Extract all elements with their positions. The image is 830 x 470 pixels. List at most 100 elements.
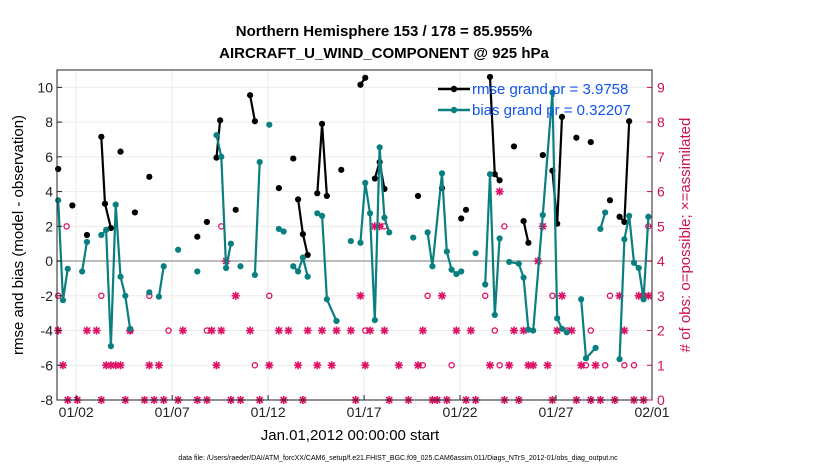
y-tick-label-0: -8 bbox=[41, 392, 54, 408]
rmse-point-1 bbox=[69, 202, 76, 209]
bias-point-37 bbox=[362, 179, 369, 186]
bias-point-19 bbox=[222, 264, 230, 272]
bias-point-31 bbox=[314, 210, 321, 217]
bias-point-26 bbox=[280, 228, 287, 235]
obs-possible-marker-0 bbox=[63, 223, 70, 230]
rmse-point-40 bbox=[539, 152, 546, 159]
obs-assimilated-marker-46 bbox=[366, 326, 375, 335]
bias-point-32 bbox=[318, 212, 326, 219]
bias-point-27 bbox=[290, 263, 297, 270]
bias-point-45 bbox=[429, 263, 436, 270]
bias-point-56 bbox=[506, 258, 513, 266]
bias-point-30 bbox=[304, 273, 311, 280]
bias-point-9 bbox=[117, 273, 124, 280]
plot-frame bbox=[56, 69, 653, 401]
y-right-tick-label-0: 0 bbox=[657, 392, 665, 408]
obs-possible-marker-16 bbox=[491, 327, 499, 334]
bias-point-38 bbox=[366, 210, 374, 217]
rmse-point-3 bbox=[98, 133, 105, 140]
y-right-tick-label-6: 6 bbox=[657, 184, 665, 200]
bias-point-53 bbox=[486, 171, 494, 178]
bias-point-58 bbox=[520, 274, 527, 281]
bias-point-46 bbox=[438, 170, 446, 177]
x-tick-label-3: 01/17 bbox=[347, 404, 382, 420]
chart-title-line-1: Northern Hemisphere 153 / 178 = 85.955% bbox=[236, 23, 532, 40]
obs-possible-marker-19 bbox=[549, 292, 556, 300]
bias-point-51 bbox=[472, 250, 479, 257]
bias-point-39 bbox=[371, 317, 378, 324]
bias-point-47 bbox=[443, 248, 450, 255]
rmse-point-11 bbox=[213, 154, 220, 161]
y-tick-label-6: 4 bbox=[45, 184, 53, 200]
y-tick-label-2: -4 bbox=[41, 323, 54, 339]
y-right-tick-label-3: 3 bbox=[657, 288, 665, 304]
y-axis-right-label: # of obs: o=possible; ×=assimilated bbox=[677, 118, 694, 353]
obs-assimilated-marker-64 bbox=[495, 187, 504, 196]
bias-point-22 bbox=[251, 271, 258, 279]
bias-point-74 bbox=[630, 259, 638, 266]
obs-possible-marker-17 bbox=[501, 223, 508, 230]
obs-assimilated-marker-42 bbox=[346, 326, 355, 335]
obs-assimilated-marker-71 bbox=[529, 361, 538, 370]
rmse-point-18 bbox=[294, 196, 302, 203]
obs-assimilated-marker-39 bbox=[318, 326, 327, 335]
obs-assimilated-marker-38 bbox=[313, 361, 322, 370]
obs-assimilated-marker-22 bbox=[207, 326, 216, 335]
bias-line-segment-7 bbox=[292, 253, 309, 277]
y-tick-label-3: -2 bbox=[41, 288, 54, 304]
rmse-point-2 bbox=[83, 231, 91, 239]
bias-point-11 bbox=[127, 325, 134, 332]
obs-assimilated-marker-66 bbox=[505, 361, 514, 370]
x-axis-label: Jan.01,2012 00:00:00 start bbox=[261, 427, 440, 444]
x-tick-label-1: 01/07 bbox=[155, 404, 190, 420]
bias-point-42 bbox=[386, 229, 393, 236]
bias-point-59 bbox=[525, 326, 532, 333]
rmse-point-27 bbox=[371, 175, 378, 182]
legend-rmse-marker bbox=[450, 85, 458, 93]
bias-point-0 bbox=[55, 197, 62, 204]
bias-point-68 bbox=[592, 344, 599, 351]
obs-assimilated-marker-88 bbox=[634, 291, 643, 300]
obs-assimilated-marker-41 bbox=[332, 326, 341, 335]
bias-line-segment-1 bbox=[81, 241, 88, 272]
obs-assimilated-marker-63 bbox=[486, 361, 495, 370]
bias-point-16 bbox=[194, 268, 201, 275]
bias-point-61 bbox=[539, 211, 546, 219]
bias-point-18 bbox=[218, 153, 225, 160]
bias-point-64 bbox=[558, 325, 566, 332]
bias-point-76 bbox=[640, 296, 647, 303]
obs-possible-marker-8 bbox=[266, 292, 273, 300]
bias-point-65 bbox=[563, 329, 570, 336]
bias-line-segment-11 bbox=[484, 174, 501, 315]
bias-point-10 bbox=[122, 292, 129, 299]
rmse-point-9 bbox=[194, 233, 201, 240]
obs-assimilated-marker-53 bbox=[414, 361, 423, 370]
bias-point-2 bbox=[64, 265, 71, 272]
obs-possible-marker-25 bbox=[621, 362, 628, 369]
bias-point-6 bbox=[103, 226, 110, 233]
bias-point-40 bbox=[376, 144, 383, 151]
rmse-point-38 bbox=[520, 218, 527, 225]
obs-possible-marker-24 bbox=[606, 292, 614, 300]
rmse-point-20 bbox=[304, 251, 311, 259]
bias-point-69 bbox=[597, 225, 604, 233]
obs-assimilated-marker-82 bbox=[591, 361, 600, 370]
obs-assimilated-marker-80 bbox=[577, 361, 586, 370]
rmse-point-16 bbox=[275, 185, 282, 192]
rmse-line-segment-8 bbox=[522, 220, 530, 244]
rmse-point-33 bbox=[462, 206, 470, 213]
data-file-footnote: data file: /Users/raeder/DAI/ATM_forcXX/… bbox=[178, 455, 618, 462]
bias-point-7 bbox=[107, 343, 115, 350]
rmse-point-5 bbox=[107, 224, 115, 232]
obs-possible-marker-13 bbox=[424, 292, 431, 300]
bias-line-segment-3 bbox=[157, 266, 165, 297]
rmse-point-34 bbox=[486, 73, 494, 81]
bias-point-54 bbox=[491, 311, 498, 318]
rmse-point-21 bbox=[314, 190, 321, 197]
bias-point-63 bbox=[554, 315, 561, 322]
bias-point-21 bbox=[237, 263, 244, 270]
bias-point-25 bbox=[275, 225, 282, 233]
obs-assimilated-marker-29 bbox=[246, 326, 255, 335]
rmse-point-6 bbox=[117, 148, 124, 155]
y-tick-label-1: -6 bbox=[41, 357, 54, 373]
